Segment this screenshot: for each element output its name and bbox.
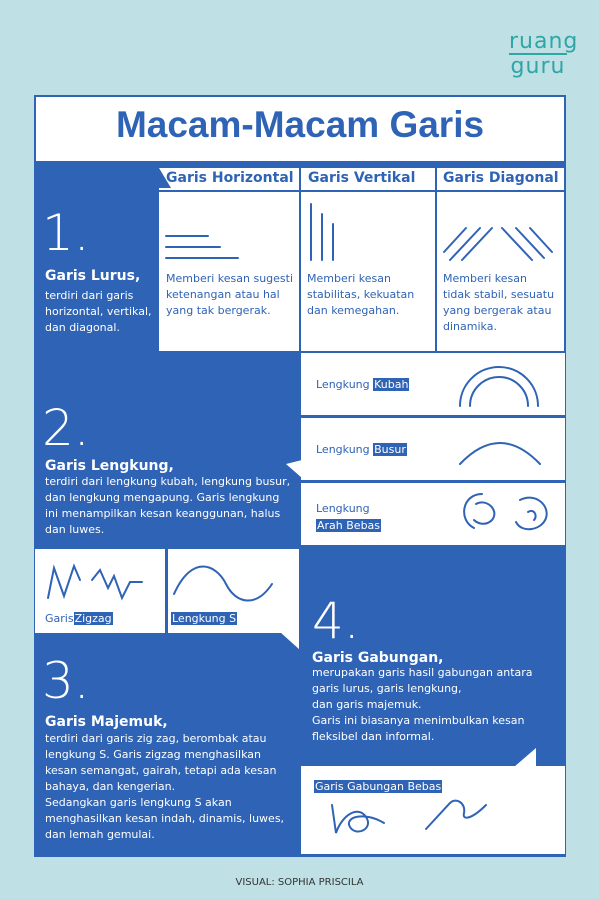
section3-4-divider [299,548,301,855]
section3-heading: Garis Majemuk, [45,714,168,730]
label-garis-zigzag: GarisZigzag [45,612,113,625]
label-lengkung-bebas: Lengkung Arah Bebas [316,502,382,532]
section2-heading: Garis Lengkung, [45,458,174,474]
label-lengkung-busur: Lengkung Busur [316,443,407,456]
dome-curve-icon [459,366,539,407]
section2-number: 2. [42,399,90,457]
label-lengkung-s: Lengkung S [171,612,238,625]
ruangguru-logo: ruang guru [493,30,583,78]
col-title-horizontal: Garis Horizontal [166,170,294,186]
col-divider-1 [299,161,301,351]
diagonal-lines-icon [443,227,553,261]
col-title-diagonal: Garis Diagonal [443,170,559,186]
section4-heading: Garis Gabungan, [312,650,444,666]
curve-box-kubah [301,353,565,415]
footer-credit: VISUAL: SOPHIA PRISCILA [235,877,364,888]
col-title-vertical: Garis Vertikal [308,170,416,186]
horizontal-lines-icon [165,235,239,259]
combined-free-lines-icon [331,799,487,834]
section1-panel [35,161,159,351]
section4-text: merupakan garis hasil gabungan antara gar… [312,666,533,743]
section1-heading: Garis Lurus, [45,268,141,284]
curve-box-bebas [301,483,565,545]
col-divider-2 [435,161,437,351]
page-title: Macam-Macam Garis [115,104,485,145]
vertical-lines-icon [310,203,334,261]
logo-line2: guru [510,54,566,79]
section4-number: 4. [312,592,360,650]
diagonal-desc: Memberi kesan tidak stabil, sesuatu yang b… [443,272,555,333]
section1-text: terdiri dari garis horizontal, vertikal, d… [45,289,152,334]
zigzag-line-icon [47,563,143,601]
s-curve-icon [173,565,273,602]
label-garis-gabungan-bebas: Garis Gabungan Bebas [314,780,443,793]
horizontal-desc: Memberi kesan sugesti ketenangan atau hal… [166,272,294,317]
pointer-notch-4 [514,748,536,767]
pointer-notch [286,460,302,478]
free-curve-icon [463,493,548,531]
header-notch [159,168,171,188]
header-divider [159,190,566,192]
section3-number: 3. [42,652,90,710]
section3-text: terdiri dari garis zig zag, berombak ata… [45,732,285,841]
label-lengkung-kubah: Lengkung Kubah [316,378,410,391]
pointer-notch-3 [280,632,300,650]
arc-curve-icon [459,442,541,465]
vertical-desc: Memberi kesan stabilitas, kekuatan dan kem… [307,272,415,317]
section1-top-band [159,161,566,168]
section2-text: terdiri dari lengkung kubah, lengkung bu… [45,475,291,536]
logo-line1: ruang [509,29,579,55]
section1-number: 1. [42,204,90,262]
